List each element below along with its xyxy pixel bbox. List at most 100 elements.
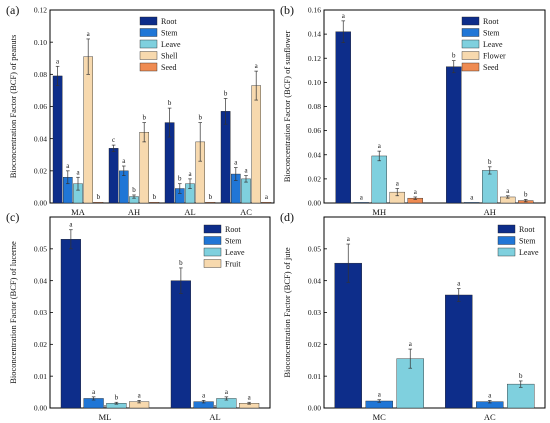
y-tick-label: 0.08 [34, 70, 47, 79]
bar-root-ac [220, 111, 231, 204]
panel-label: (a) [6, 3, 19, 17]
x-tick-label: MA [71, 207, 86, 217]
x-tick-label: AH [128, 207, 140, 217]
plot-frame [49, 216, 271, 409]
x-tick-label: MC [373, 412, 387, 422]
y-tick-label: 0.00 [34, 199, 47, 208]
y-tick-label: 0.01 [308, 372, 321, 381]
significance-letter: b [168, 99, 172, 107]
legend-label-stem: Stem [483, 29, 500, 38]
significance-letter: b [452, 52, 456, 60]
y-tick-label: 0.00 [308, 199, 321, 208]
legend: Root Stem Leave Fruit [203, 224, 245, 269]
bar-shell-ah [139, 132, 150, 204]
significance-letter: a [378, 142, 382, 150]
significance-letter: a [265, 193, 269, 201]
significance-letter: a [244, 167, 248, 175]
legend-label-stem: Stem [161, 29, 178, 38]
significance-letter: b [97, 193, 101, 201]
panel-c: 0.00 0.01 0.02 0.03 0.04 0.05 Bioconcentration… [6, 210, 271, 422]
significance-letter: c [112, 136, 115, 144]
y-tick-label: 0.00 [34, 404, 47, 413]
legend-label-fruit: Fruit [225, 260, 241, 269]
y-tick-label: 0.02 [308, 340, 321, 349]
significance-letter: a [188, 170, 192, 178]
bar-seed-ma [93, 201, 104, 204]
panel-label: (d) [280, 210, 294, 224]
significance-letter: a [414, 188, 418, 196]
category-group-mc: MC a a a [334, 235, 424, 422]
significance-letter: a [470, 193, 474, 201]
significance-letter: a [488, 391, 492, 399]
legend-label-seed: Seed [483, 63, 499, 72]
legend-swatch-seed [139, 62, 158, 72]
x-tick-label: AC [484, 412, 496, 422]
significance-letter: a [506, 187, 510, 195]
bar-stem-ah [464, 202, 480, 204]
y-tick-label: 0.04 [34, 276, 47, 285]
significance-letter: a [457, 280, 461, 288]
legend-label-shell: Shell [161, 52, 178, 61]
y-tick-label: 0.04 [308, 276, 321, 285]
bar-root-ma [52, 75, 63, 204]
y-tick-label: 0.05 [308, 244, 321, 253]
legend-swatch-stem [461, 28, 480, 37]
category-group-ah: AH b a b a b [446, 52, 534, 217]
legend-swatch-root [203, 224, 222, 234]
significance-letter: b [142, 114, 146, 122]
significance-letter: a [378, 391, 382, 399]
y-axis-label: Bioconcentration Factor (BCF) of peanuts [8, 35, 18, 179]
significance-letter: a [234, 159, 238, 167]
significance-letter: a [347, 235, 351, 243]
significance-letter: a [76, 168, 80, 176]
legend-swatch-leave [203, 247, 222, 257]
y-tick-label: 0.01 [34, 372, 47, 381]
y-tick-label: 0.05 [34, 244, 47, 253]
significance-letter: a [360, 193, 364, 201]
bar-leave-ac [241, 178, 251, 204]
category-group-al: AL b a a a [170, 259, 260, 422]
legend-swatch-root [139, 16, 158, 26]
significance-letter: a [396, 180, 400, 188]
bar-root-ah [446, 66, 462, 204]
y-tick-label: 0.08 [308, 102, 321, 111]
x-tick-label: AL [209, 412, 220, 422]
plot-frame [323, 9, 546, 204]
legend-label-stem: Stem [519, 237, 536, 246]
significance-letter: b [115, 393, 119, 401]
significance-letter: b [519, 372, 523, 380]
significance-letter: a [409, 340, 413, 348]
bar-root-al [170, 280, 191, 409]
significance-letter: b [132, 186, 136, 194]
legend-label-leave: Leave [225, 248, 245, 257]
significance-letter: b [179, 259, 183, 267]
significance-letter: b [209, 193, 213, 201]
bar-shell-ac [251, 85, 262, 204]
significance-letter: b [153, 193, 157, 201]
legend-swatch-stem [203, 236, 222, 245]
legend: Root Stem Leave [497, 224, 539, 257]
y-tick-label: 0.12 [34, 6, 47, 15]
panel-a: 0.00 0.02 0.04 0.06 0.08 0.10 0.12 Bioconcentra… [6, 3, 275, 217]
y-tick-label: 0.14 [308, 30, 321, 39]
significance-letter: b [224, 89, 228, 97]
bar-root-mh [335, 31, 351, 204]
y-tick-label: 0.06 [34, 102, 47, 111]
legend-label-leave: Leave [483, 40, 503, 49]
bar-shell-ma [83, 56, 93, 204]
legend-swatch-root [461, 16, 480, 26]
x-tick-label: MH [372, 207, 386, 217]
x-tick-label: ML [99, 412, 112, 422]
y-tick-label: 0.02 [34, 340, 47, 349]
legend-label-leave: Leave [519, 248, 539, 257]
significance-letter: a [92, 388, 96, 396]
panel-d: 0.00 0.01 0.02 0.03 0.04 0.05 Bioconcentration… [280, 210, 546, 422]
bar-root-ah [108, 148, 119, 204]
legend-label-root: Root [483, 17, 499, 26]
category-group-ac: AC a a b [445, 280, 535, 422]
y-tick-label: 0.12 [308, 54, 321, 63]
significance-letter: a [255, 62, 259, 70]
y-tick-label: 0.04 [34, 134, 47, 143]
